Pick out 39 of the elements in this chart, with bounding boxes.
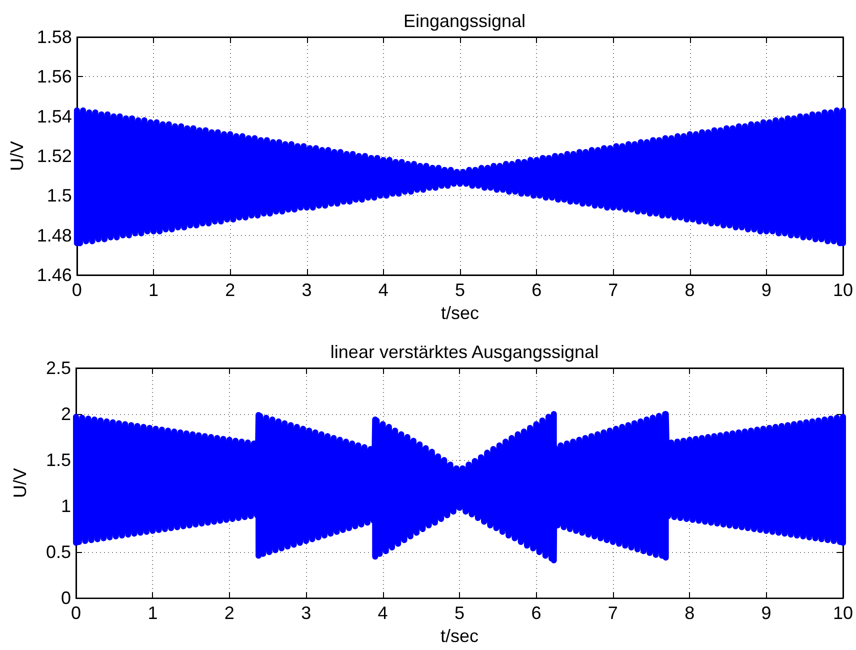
y-tick-label: 1 [60,496,71,516]
y-tick-label: 1.5 [46,186,72,206]
y-tick-label: 1.58 [36,27,72,47]
chart-title: linear verstärktes Ausgangssignal [330,342,599,362]
y-axis-title: U/V [10,468,30,498]
x-tick-label: 8 [684,280,695,300]
x-tick-label: 1 [148,280,159,300]
y-tick-label: 1.54 [36,106,72,126]
x-axis-title: t/sec [440,626,478,646]
y-tick-label: 0.5 [46,542,71,562]
chart-title: Eingangssignal [403,11,526,31]
x-tick-label: 9 [761,280,772,300]
y-tick-label: 2.5 [46,358,71,378]
x-tick-label: 2 [224,603,234,624]
y-tick-label: 1.5 [46,450,71,470]
x-tick-label: 6 [532,280,542,300]
x-tick-label: 3 [301,603,312,624]
x-tick-label: 7 [608,280,618,300]
x-tick-label: 3 [302,280,312,300]
x-tick-label: 10 [832,603,854,624]
y-tick-label: 0 [60,588,71,608]
x-axis-title: t/sec [440,302,479,323]
y-tick-label: 1.46 [36,265,72,285]
x-tick-label: 4 [378,603,388,624]
x-tick-label: 5 [454,280,465,300]
x-tick-label: 7 [608,603,618,624]
y-axis-title: U/V [7,140,27,172]
x-tick-label: 4 [378,280,388,300]
x-tick-label: 1 [148,603,158,624]
y-tick-label: 1.48 [36,225,72,246]
y-tick-label: 2 [60,404,71,424]
x-tick-label: 9 [761,603,772,624]
x-tick-label: 5 [454,603,464,624]
x-tick-label: 2 [225,280,236,300]
x-tick-label: 8 [684,603,695,624]
y-tick-label: 1.56 [36,66,72,87]
x-tick-label: 10 [832,280,854,300]
x-tick-label: 6 [531,603,542,624]
y-tick-label: 1.52 [36,146,72,166]
